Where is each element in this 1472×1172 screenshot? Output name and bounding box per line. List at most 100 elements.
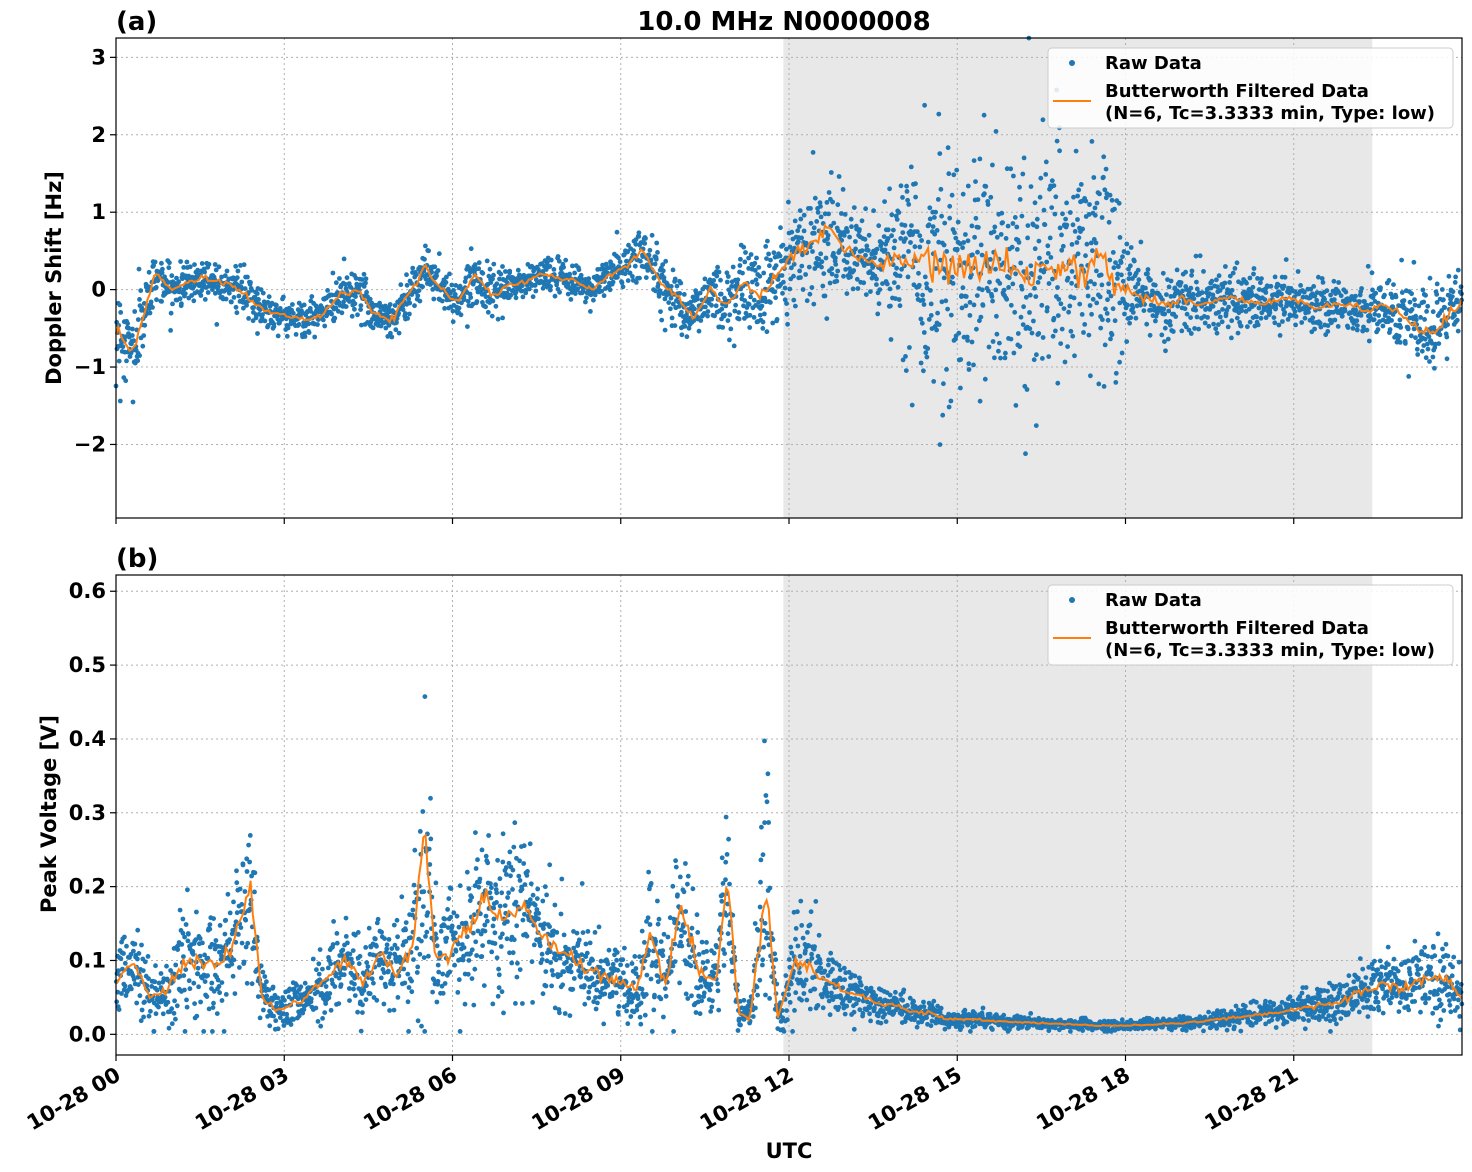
raw-data-point xyxy=(918,316,924,322)
raw-data-point xyxy=(704,940,709,945)
raw-data-point xyxy=(534,896,540,901)
raw-data-point xyxy=(596,924,602,930)
raw-data-point xyxy=(1071,194,1076,200)
raw-data-point xyxy=(1109,332,1115,338)
raw-data-point xyxy=(1072,229,1078,234)
raw-data-point xyxy=(549,983,554,989)
raw-data-point xyxy=(1403,341,1408,346)
raw-data-point xyxy=(627,987,633,992)
raw-data-point xyxy=(655,979,661,985)
raw-data-point xyxy=(894,217,900,222)
raw-data-point xyxy=(1124,339,1130,344)
raw-data-point xyxy=(535,886,541,892)
raw-data-point xyxy=(568,963,574,968)
raw-data-point xyxy=(467,273,472,279)
raw-data-point xyxy=(1227,280,1232,285)
raw-data-point xyxy=(1036,238,1042,244)
raw-data-point xyxy=(357,953,363,959)
raw-data-point xyxy=(685,996,691,1001)
raw-data-point xyxy=(827,1012,833,1018)
raw-data-point xyxy=(811,225,817,231)
raw-data-point xyxy=(711,970,717,976)
raw-data-point xyxy=(1073,148,1079,154)
raw-data-point xyxy=(1020,171,1026,177)
raw-data-point xyxy=(679,943,685,949)
raw-data-point xyxy=(490,1001,496,1007)
raw-data-point xyxy=(1043,172,1049,177)
raw-data-point xyxy=(824,993,830,999)
raw-data-point xyxy=(1049,178,1055,184)
raw-data-point xyxy=(430,287,436,292)
raw-data-point xyxy=(1336,280,1341,285)
raw-data-point xyxy=(131,948,136,954)
raw-data-point xyxy=(764,799,770,805)
raw-data-point xyxy=(351,986,356,992)
raw-data-point xyxy=(698,984,704,989)
raw-data-point xyxy=(130,399,136,405)
raw-data-point xyxy=(530,1000,535,1005)
raw-data-point xyxy=(1430,309,1436,315)
raw-data-point xyxy=(1060,243,1066,249)
raw-data-point xyxy=(260,969,266,975)
raw-data-point xyxy=(1013,271,1018,277)
raw-data-point xyxy=(597,965,603,970)
raw-data-point xyxy=(495,993,501,999)
raw-data-point xyxy=(1375,327,1381,332)
raw-data-point xyxy=(991,229,997,235)
raw-data-point xyxy=(252,889,257,895)
raw-data-point xyxy=(560,982,566,988)
raw-data-point xyxy=(1316,274,1321,280)
raw-data-point xyxy=(229,299,234,305)
raw-data-point xyxy=(308,308,313,314)
raw-data-point xyxy=(1122,311,1127,317)
raw-data-point xyxy=(529,959,535,965)
raw-data-point xyxy=(315,322,320,327)
raw-data-point xyxy=(366,925,372,931)
raw-data-point xyxy=(115,989,121,995)
raw-data-point xyxy=(750,279,755,285)
raw-data-point xyxy=(227,937,233,942)
raw-data-point xyxy=(457,883,463,889)
raw-data-point xyxy=(817,960,823,966)
raw-data-point xyxy=(500,264,505,269)
raw-data-point xyxy=(990,298,995,304)
raw-data-point xyxy=(1021,155,1027,161)
raw-data-point xyxy=(336,975,342,981)
raw-data-point xyxy=(771,250,777,256)
raw-data-point xyxy=(876,301,882,307)
raw-data-point xyxy=(884,281,890,287)
raw-data-point xyxy=(1014,247,1020,252)
raw-data-point xyxy=(348,956,354,962)
raw-data-point xyxy=(454,913,460,919)
raw-data-point xyxy=(773,263,779,268)
raw-data-point xyxy=(961,240,967,245)
raw-data-point xyxy=(1411,326,1417,332)
raw-data-point xyxy=(165,999,171,1005)
raw-data-point xyxy=(532,902,538,908)
raw-data-point xyxy=(132,309,138,314)
raw-data-point xyxy=(927,205,933,211)
raw-data-point xyxy=(874,282,879,287)
raw-data-point xyxy=(1285,317,1291,322)
raw-data-point xyxy=(900,195,905,200)
raw-data-point xyxy=(1037,194,1043,200)
raw-data-point xyxy=(701,311,707,316)
raw-data-point xyxy=(587,940,593,946)
raw-data-point xyxy=(184,997,189,1003)
raw-data-point xyxy=(409,978,414,984)
raw-data-point xyxy=(572,270,577,276)
raw-data-point xyxy=(412,847,418,853)
raw-data-point xyxy=(1312,293,1318,299)
raw-data-point xyxy=(610,263,616,268)
raw-data-point xyxy=(654,959,659,964)
raw-data-point xyxy=(806,943,812,949)
raw-data-point xyxy=(527,897,533,903)
raw-data-point xyxy=(857,227,862,232)
raw-data-point xyxy=(724,279,730,285)
raw-data-point xyxy=(1116,264,1121,270)
raw-data-point xyxy=(180,916,186,922)
raw-data-point xyxy=(947,215,953,221)
raw-data-point xyxy=(234,910,240,916)
raw-data-point xyxy=(834,273,839,279)
raw-data-point xyxy=(1004,166,1010,172)
